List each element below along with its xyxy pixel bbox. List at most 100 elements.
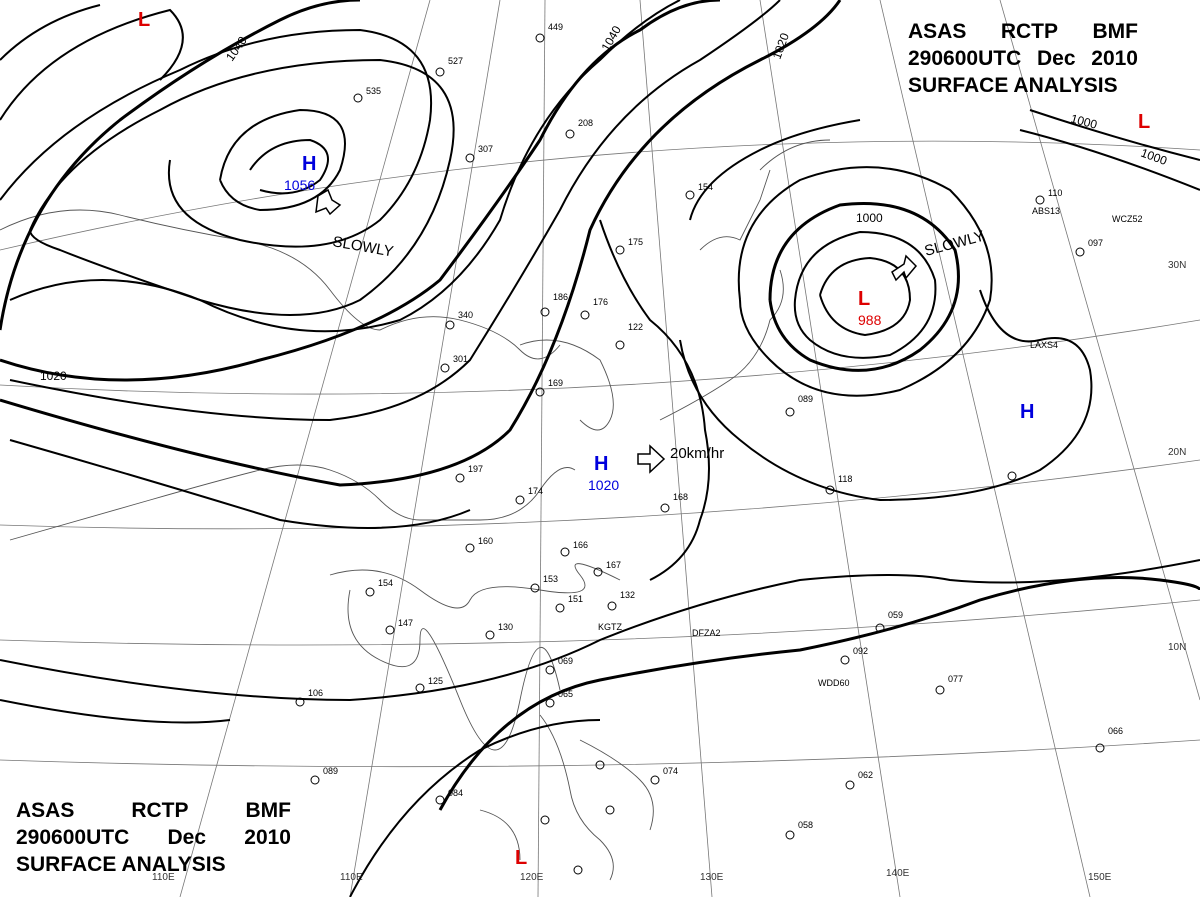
lat-label-10n: 10N [1168, 642, 1186, 653]
slowly-label-east: SLOWLY [923, 228, 987, 260]
low-center-988: L [858, 288, 870, 310]
title-time: 290600UTC [16, 826, 130, 849]
station-value: 169 [548, 378, 563, 388]
title-year: 2010 [244, 826, 291, 849]
station-labels: 449 527 535 307 208 154 175 110 097 186 176 340 301 1… [308, 22, 1143, 830]
motion-arrows [315, 188, 918, 474]
high-center-1056: H [302, 153, 316, 175]
station-value: 074 [663, 766, 678, 776]
station-value: 168 [673, 492, 688, 502]
low-center-988-value: 988 [858, 312, 882, 328]
station-value: 065 [558, 689, 573, 699]
motion-arrow-20kmhr [637, 444, 666, 474]
lon-label-130e: 130E [700, 872, 724, 883]
slowly-arrow-east [891, 254, 918, 282]
station-value: 197 [468, 464, 483, 474]
pressure-centers: H 1056 L 988 H 1020 H L L L [138, 9, 1150, 869]
station-value: ABS13 [1032, 206, 1060, 216]
station-value: 166 [573, 540, 588, 550]
lon-label-110e: 110E [152, 872, 175, 883]
lat-label-20n: 20N [1168, 447, 1186, 458]
station-value: 058 [798, 820, 813, 830]
station-value: 154 [698, 182, 713, 192]
title-center: BMF [245, 799, 292, 822]
station-value: LAXS4 [1030, 340, 1058, 350]
station-value: 125 [428, 676, 443, 686]
station-value: 062 [858, 770, 873, 780]
station-value: 186 [553, 292, 568, 302]
map-title-bottom: ASAS RCTP BMF 290600UTC Dec 2010 SURFACE… [16, 797, 291, 878]
station-value: DFZA2 [692, 628, 721, 638]
station-value: 077 [948, 674, 963, 684]
station-value: 118 [838, 474, 852, 484]
station-value: 106 [308, 688, 323, 698]
low-center-top-right: L [1138, 111, 1150, 133]
station-value: 130 [498, 622, 513, 632]
station-value: 132 [620, 590, 635, 600]
station-value: 153 [543, 574, 558, 584]
coastlines [0, 139, 831, 881]
station-value: WDD60 [818, 678, 850, 688]
high-center-1056-value: 1056 [284, 177, 315, 193]
title-month: Dec [167, 826, 207, 849]
title-time: 290600UTC [908, 47, 1022, 70]
station-value: 154 [378, 578, 393, 588]
station-markers [295, 33, 1105, 875]
station-value: 176 [593, 297, 608, 307]
isobar-label: 1000 [856, 211, 883, 225]
title-product: SURFACE ANALYSIS [16, 853, 226, 876]
lat-label-30n: 30N [1168, 260, 1186, 271]
station-value: 089 [323, 766, 338, 776]
isobar-label: 1040 [598, 23, 624, 53]
station-value: 307 [478, 144, 493, 154]
station-value: 092 [853, 646, 868, 656]
isobar-label: 1020 [40, 369, 67, 383]
title-product: SURFACE ANALYSIS [908, 74, 1118, 97]
isobar-label: 1000 [1139, 146, 1169, 168]
station-value: 122 [628, 322, 643, 332]
title-source: ASAS [908, 20, 967, 43]
station-value: 147 [398, 618, 413, 628]
station-value: 160 [478, 536, 493, 546]
station-value: KGTZ [598, 622, 623, 632]
station-value: 174 [528, 486, 543, 496]
high-center-east: H [1020, 401, 1034, 423]
station-value: 535 [366, 86, 381, 96]
station-value: 084 [448, 788, 463, 798]
station-value: 208 [578, 118, 593, 128]
station-value: 151 [568, 594, 583, 604]
high-center-1020: H [594, 453, 608, 475]
title-month: Dec [1036, 47, 1076, 70]
high-center-1020-value: 1020 [588, 477, 619, 493]
station-value: 340 [458, 310, 473, 320]
lon-label-150e: 150E [1088, 872, 1112, 883]
title-source: ASAS [16, 799, 75, 822]
map-title-top: ASAS RCTP BMF 290600UTC Dec 2010 SURFACE… [908, 18, 1138, 99]
station-value: 301 [453, 354, 468, 364]
station-value: WCZ52 [1112, 214, 1143, 224]
slowly-arrow-west [315, 188, 342, 216]
title-station: RCTP [1000, 20, 1059, 43]
station-value: 110 [1048, 188, 1062, 198]
low-center-bottom: L [515, 847, 527, 869]
station-value: 175 [628, 237, 643, 247]
low-center-top-left: L [138, 9, 150, 31]
station-value: 167 [606, 560, 621, 570]
station-value: 059 [888, 610, 903, 620]
lon-label-140e: 140E [886, 868, 910, 879]
slowly-label-west: SLOWLY [331, 233, 394, 260]
grid-labels: 30N 20N 10N 110E 110E 120E 130E 140E 150… [152, 260, 1186, 883]
isobar-label: 1000 [1069, 111, 1099, 132]
title-station: RCTP [131, 799, 189, 822]
station-value: 097 [1088, 238, 1103, 248]
title-year: 2010 [1091, 47, 1138, 70]
lon-label-110e: 110E [340, 872, 363, 883]
station-value: 527 [448, 56, 463, 66]
station-value: 069 [558, 656, 573, 666]
lon-label-120e: 120E [520, 872, 544, 883]
station-value: 089 [798, 394, 813, 404]
station-value: 449 [548, 22, 563, 32]
